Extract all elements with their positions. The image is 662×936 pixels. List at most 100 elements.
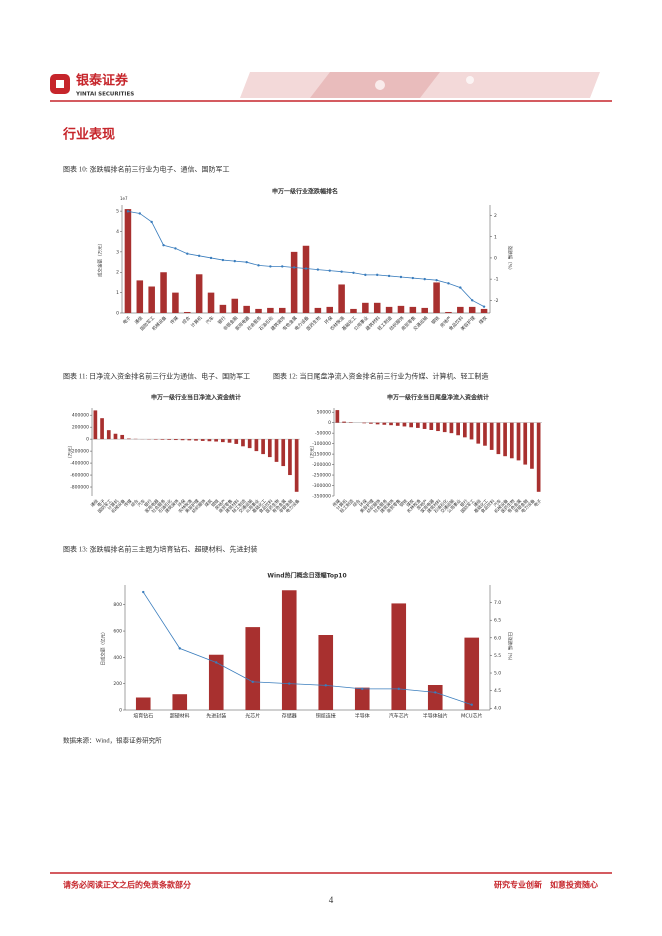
x-tick-label: 通信 bbox=[472, 497, 484, 509]
y2-tick-label: 5.0 bbox=[494, 671, 501, 677]
line-marker bbox=[281, 265, 284, 268]
bar bbox=[136, 280, 144, 313]
bar bbox=[194, 439, 198, 441]
bar bbox=[274, 439, 279, 462]
line-marker bbox=[435, 278, 438, 282]
bar bbox=[93, 410, 98, 440]
x-tick-label: 银行 bbox=[142, 497, 154, 509]
y2-tick-label: -1 bbox=[494, 277, 499, 283]
x-tick-label: 钢铁 bbox=[398, 497, 410, 509]
bar bbox=[318, 635, 334, 710]
y-tick-label: -250000 bbox=[312, 473, 331, 479]
bar bbox=[427, 685, 443, 710]
bar bbox=[302, 245, 310, 313]
bar bbox=[468, 306, 476, 313]
y-tick-label: -50000 bbox=[315, 431, 331, 437]
header-decoration bbox=[240, 72, 600, 98]
bar bbox=[113, 433, 118, 440]
bar bbox=[509, 422, 514, 459]
bar bbox=[227, 439, 232, 443]
bar bbox=[449, 422, 454, 434]
y-tick-label: 600 bbox=[113, 629, 122, 635]
bar bbox=[261, 439, 265, 455]
bar bbox=[172, 292, 179, 313]
y-tick-label: 5 bbox=[116, 209, 119, 215]
bar bbox=[457, 306, 464, 313]
line-marker bbox=[304, 267, 308, 270]
x-tick-label: 传媒 bbox=[331, 497, 343, 509]
bar bbox=[409, 422, 414, 428]
bar bbox=[234, 439, 239, 444]
section-title: 行业表现 bbox=[62, 127, 115, 143]
x-tick-label: 汽车 bbox=[204, 314, 216, 326]
bar bbox=[231, 298, 239, 313]
y2-tick-label: 2 bbox=[494, 213, 497, 219]
bar bbox=[362, 302, 369, 313]
y-axis-label: 成交金额（万元） bbox=[97, 241, 104, 277]
bar bbox=[421, 307, 428, 313]
bar bbox=[402, 422, 407, 427]
y-tick-label: 3 bbox=[116, 249, 119, 255]
bar bbox=[375, 422, 380, 425]
y-tick-label: -350000 bbox=[312, 494, 331, 500]
bar bbox=[338, 284, 345, 313]
y-tick-label: -200000 bbox=[70, 449, 89, 455]
x-tick-label: 培育钻石 bbox=[133, 713, 153, 720]
line-marker bbox=[197, 254, 201, 258]
x-tick-label: 存储器 bbox=[282, 713, 297, 720]
line-marker bbox=[387, 274, 391, 278]
x-tick-label: 半导体硅片 bbox=[423, 713, 448, 720]
bar bbox=[267, 307, 274, 313]
bar bbox=[373, 302, 381, 313]
bar bbox=[464, 637, 480, 710]
line-marker bbox=[316, 268, 320, 271]
x-tick-label: 综合 bbox=[180, 314, 192, 326]
x-tick-label: 环保 bbox=[323, 314, 335, 326]
y-tick-label: 200000 bbox=[72, 425, 89, 431]
bar bbox=[281, 439, 286, 467]
y2-axis-label: 日涨跌幅（%） bbox=[507, 632, 514, 663]
y-tick-label: -400000 bbox=[70, 461, 89, 467]
bar bbox=[267, 439, 272, 458]
bar bbox=[120, 434, 125, 440]
y-axis-label: （万元） bbox=[310, 443, 316, 461]
line-marker bbox=[352, 271, 355, 274]
bar bbox=[214, 439, 218, 442]
chart-title: 申万一级行业当日尾盘净流入资金统计 bbox=[387, 394, 489, 402]
bar bbox=[195, 274, 203, 313]
bar bbox=[127, 438, 131, 440]
line-marker bbox=[482, 305, 486, 308]
bar bbox=[326, 306, 334, 313]
line-marker bbox=[150, 220, 153, 224]
x-tick-label: 电子 bbox=[121, 314, 133, 326]
bar bbox=[382, 422, 387, 425]
brand-en: YINTAI SECURITIES bbox=[75, 92, 134, 98]
bar bbox=[200, 439, 205, 441]
footer-right: 研究专业创新 如意投资随心 bbox=[494, 880, 598, 890]
line-marker bbox=[470, 703, 473, 706]
line-marker bbox=[174, 247, 177, 250]
x-tick-label: 超硬材料 bbox=[170, 713, 190, 720]
line-marker bbox=[340, 270, 343, 273]
bar bbox=[436, 422, 440, 432]
x-tick-label: MCU芯片 bbox=[461, 713, 482, 720]
line-marker bbox=[447, 282, 450, 285]
bar bbox=[456, 422, 460, 436]
x-tick-label: 综合 bbox=[351, 497, 363, 509]
bar bbox=[397, 305, 405, 313]
bar bbox=[100, 418, 104, 440]
x-tick-label: 钢铁 bbox=[430, 314, 442, 326]
x-tick-label: 环保 bbox=[358, 497, 370, 509]
bar bbox=[187, 439, 192, 441]
x-tick-label: 汽车 bbox=[492, 497, 504, 509]
line-marker bbox=[209, 256, 213, 260]
x-tick-label: 铜缆连接 bbox=[316, 713, 336, 720]
bar bbox=[243, 305, 250, 313]
line-marker bbox=[459, 286, 462, 289]
y-axis-label: 日成交额（亿元） bbox=[100, 630, 107, 666]
x-tick-label: 传媒 bbox=[169, 314, 181, 326]
line-marker bbox=[361, 687, 364, 691]
y-tick-label: 0 bbox=[328, 420, 331, 426]
y2-axis-label: 涨跌幅（%） bbox=[507, 246, 514, 273]
